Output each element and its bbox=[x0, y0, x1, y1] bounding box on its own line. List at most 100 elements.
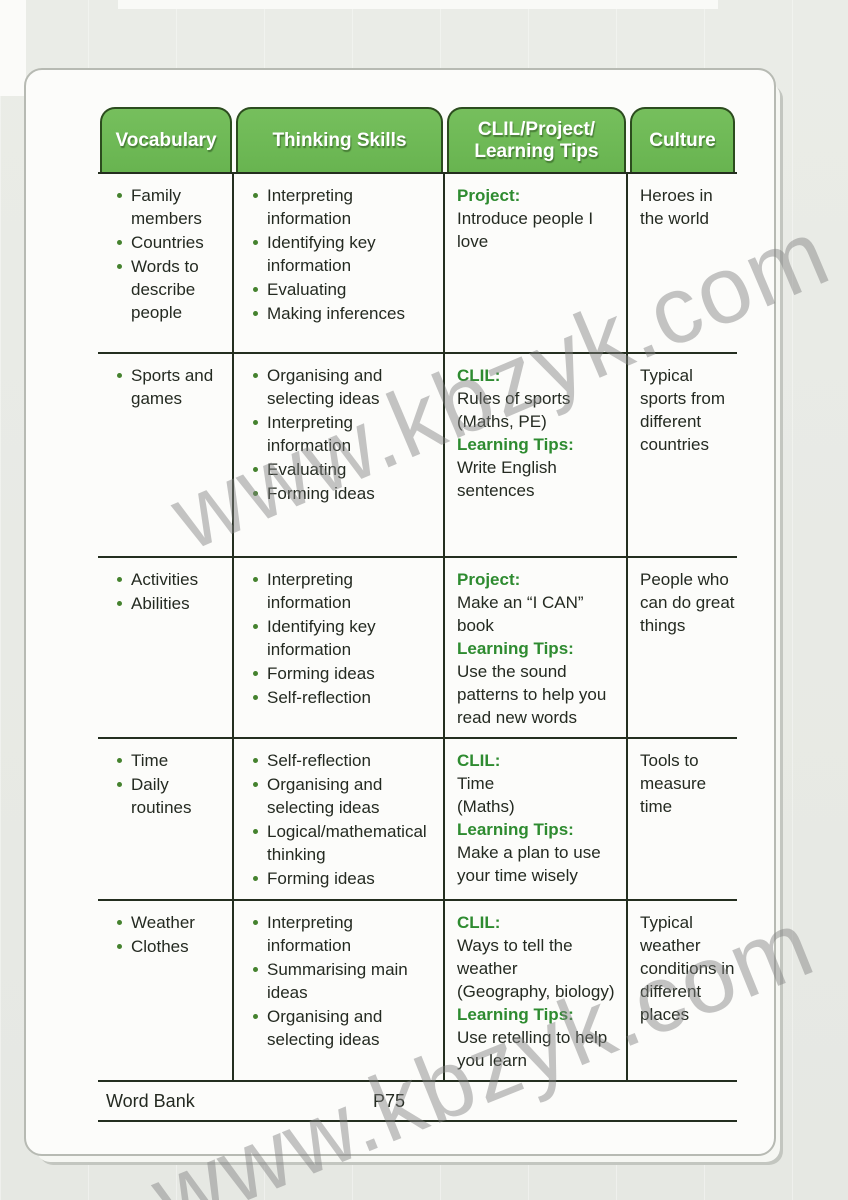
bullet-icon bbox=[253, 1014, 258, 1019]
thinking-skills-item-text: Identifying key information bbox=[267, 233, 376, 275]
table-row: Time Daily routines Self-reflection Organis… bbox=[98, 739, 737, 901]
bullet-icon bbox=[253, 624, 258, 629]
table-row: Activities Abilities Interpreting informat… bbox=[98, 558, 737, 739]
bullet-icon bbox=[253, 311, 258, 316]
page-number: P75 bbox=[373, 1090, 406, 1111]
bullet-icon bbox=[117, 240, 122, 245]
table-header-row: Vocabulary Thinking Skills CLIL/Project/Le… bbox=[98, 107, 737, 174]
clil-segment-text: Make a plan to use your time wisely bbox=[457, 843, 601, 885]
clil-segment-label: Learning Tips: bbox=[457, 435, 574, 454]
vocabulary-cell: Time Daily routines bbox=[98, 739, 234, 899]
column-header-thinking-skills: Thinking Skills bbox=[234, 107, 445, 172]
vocabulary-cell: Activities Abilities bbox=[98, 558, 234, 737]
list-item: Countries bbox=[110, 231, 228, 254]
thinking-skills-cell: Self-reflection Organising and selecting … bbox=[234, 739, 445, 899]
vocabulary-item-text: Time bbox=[131, 751, 169, 770]
bullet-icon bbox=[253, 782, 258, 787]
bullet-icon bbox=[117, 601, 122, 606]
table-row: Weather Clothes Interpreting information Su… bbox=[98, 901, 737, 1082]
clil-segment-label: Project: bbox=[457, 186, 521, 205]
clil-segment-text: Write English sentences bbox=[457, 458, 557, 500]
vocabulary-cell: Sports and games bbox=[98, 354, 234, 556]
thinking-skills-cell: Organising and selecting ideas Interpreti… bbox=[234, 354, 445, 556]
table-body: Family members Countries Words to describe… bbox=[98, 174, 737, 1082]
culture-cell: Typical sports from different countries bbox=[628, 354, 737, 556]
vocabulary-item-text: Daily routines bbox=[131, 775, 192, 817]
culture-text: Typical weather conditions in different … bbox=[640, 913, 735, 1024]
culture-cell: Heroes in the world bbox=[628, 174, 737, 352]
list-item: Time bbox=[110, 749, 228, 772]
header-tab-line: Culture bbox=[649, 129, 716, 151]
column-header-vocabulary: Vocabulary bbox=[98, 107, 234, 172]
culture-text: Heroes in the world bbox=[640, 186, 713, 228]
vocabulary-item-text: Countries bbox=[131, 233, 204, 252]
vocabulary-cell: Weather Clothes bbox=[98, 901, 234, 1080]
clil-segment-text: Make an “I CAN” book bbox=[457, 593, 584, 635]
bullet-icon bbox=[253, 467, 258, 472]
clil-project-tips-cell: Project: Introduce people I love bbox=[445, 174, 628, 352]
bullet-icon bbox=[253, 420, 258, 425]
list-item: Interpreting information bbox=[246, 184, 439, 230]
curriculum-table: Vocabulary Thinking Skills CLIL/Project/Le… bbox=[98, 107, 737, 1122]
thinking-skills-item-text: Organising and selecting ideas bbox=[267, 775, 383, 817]
bullet-icon bbox=[253, 193, 258, 198]
list-item: Organising and selecting ideas bbox=[246, 1005, 439, 1051]
thinking-skills-item-text: Organising and selecting ideas bbox=[267, 366, 383, 408]
list-item: Logical/mathematical thinking bbox=[246, 820, 439, 866]
thinking-skills-item-text: Forming ideas bbox=[267, 664, 375, 683]
list-item: Words to describe people bbox=[110, 255, 228, 324]
word-bank-label: Word Bank bbox=[106, 1090, 195, 1111]
list-item: Sports and games bbox=[110, 364, 228, 410]
scan-edge-left bbox=[0, 0, 26, 96]
clil-segment-label: CLIL: bbox=[457, 751, 501, 770]
vocabulary-item-text: Words to describe people bbox=[131, 257, 199, 322]
clil-segment-text: Rules of sports (Maths, PE) bbox=[457, 389, 571, 431]
bullet-icon bbox=[117, 264, 122, 269]
column-header-clil-project-learning-tips: CLIL/Project/Learning Tips bbox=[445, 107, 628, 172]
clil-segment-text: Ways to tell the weather (Geography, bio… bbox=[457, 936, 615, 1001]
bullet-icon bbox=[253, 577, 258, 582]
bullet-icon bbox=[117, 758, 122, 763]
list-item: Self-reflection bbox=[246, 749, 439, 772]
thinking-skills-item-text: Interpreting information bbox=[267, 913, 353, 955]
list-item: Weather bbox=[110, 911, 228, 934]
thinking-skills-item-text: Self-reflection bbox=[267, 688, 371, 707]
thinking-skills-item-text: Interpreting information bbox=[267, 186, 353, 228]
thinking-skills-item-text: Summarising main ideas bbox=[267, 960, 408, 1002]
list-item: Interpreting information bbox=[246, 911, 439, 957]
list-item: Forming ideas bbox=[246, 482, 439, 505]
vocabulary-item-text: Weather bbox=[131, 913, 195, 932]
culture-text: People who can do great things bbox=[640, 570, 735, 635]
clil-project-tips-cell: CLIL: Rules of sports (Maths, PE) Learning… bbox=[445, 354, 628, 556]
culture-cell: People who can do great things bbox=[628, 558, 737, 737]
thinking-skills-item-text: Interpreting information bbox=[267, 570, 353, 612]
clil-segment-label: CLIL: bbox=[457, 913, 501, 932]
column-header-culture: Culture bbox=[628, 107, 737, 172]
thinking-skills-item-text: Evaluating bbox=[267, 460, 347, 479]
thinking-skills-item-text: Self-reflection bbox=[267, 751, 371, 770]
table-row: Family members Countries Words to describe… bbox=[98, 174, 737, 354]
list-item: Daily routines bbox=[110, 773, 228, 819]
thinking-skills-item-text: Interpreting information bbox=[267, 413, 353, 455]
clil-segment-text: Use the sound patterns to help you read … bbox=[457, 662, 607, 727]
vocabulary-item-text: Activities bbox=[131, 570, 199, 589]
bullet-icon bbox=[117, 193, 122, 198]
thinking-skills-item-text: Making inferences bbox=[267, 304, 405, 323]
vocabulary-item-text: Family members bbox=[131, 186, 202, 228]
header-tab-line: CLIL/Project/ bbox=[477, 118, 596, 140]
header-tab-line: Thinking Skills bbox=[272, 129, 407, 151]
thinking-skills-item-text: Forming ideas bbox=[267, 484, 375, 503]
list-item: Self-reflection bbox=[246, 686, 439, 709]
clil-segment-label: CLIL: bbox=[457, 366, 501, 385]
list-item: Forming ideas bbox=[246, 662, 439, 685]
list-item: Clothes bbox=[110, 935, 228, 958]
header-tab-culture: Culture bbox=[630, 107, 735, 172]
bullet-icon bbox=[117, 920, 122, 925]
bullet-icon bbox=[253, 491, 258, 496]
clil-segment-text: Use retelling to help you learn bbox=[457, 1028, 608, 1070]
list-item: Interpreting information bbox=[246, 568, 439, 614]
table-row: Sports and games Organising and selecting… bbox=[98, 354, 737, 558]
scan-edge-top bbox=[118, 0, 718, 9]
bullet-icon bbox=[253, 829, 258, 834]
